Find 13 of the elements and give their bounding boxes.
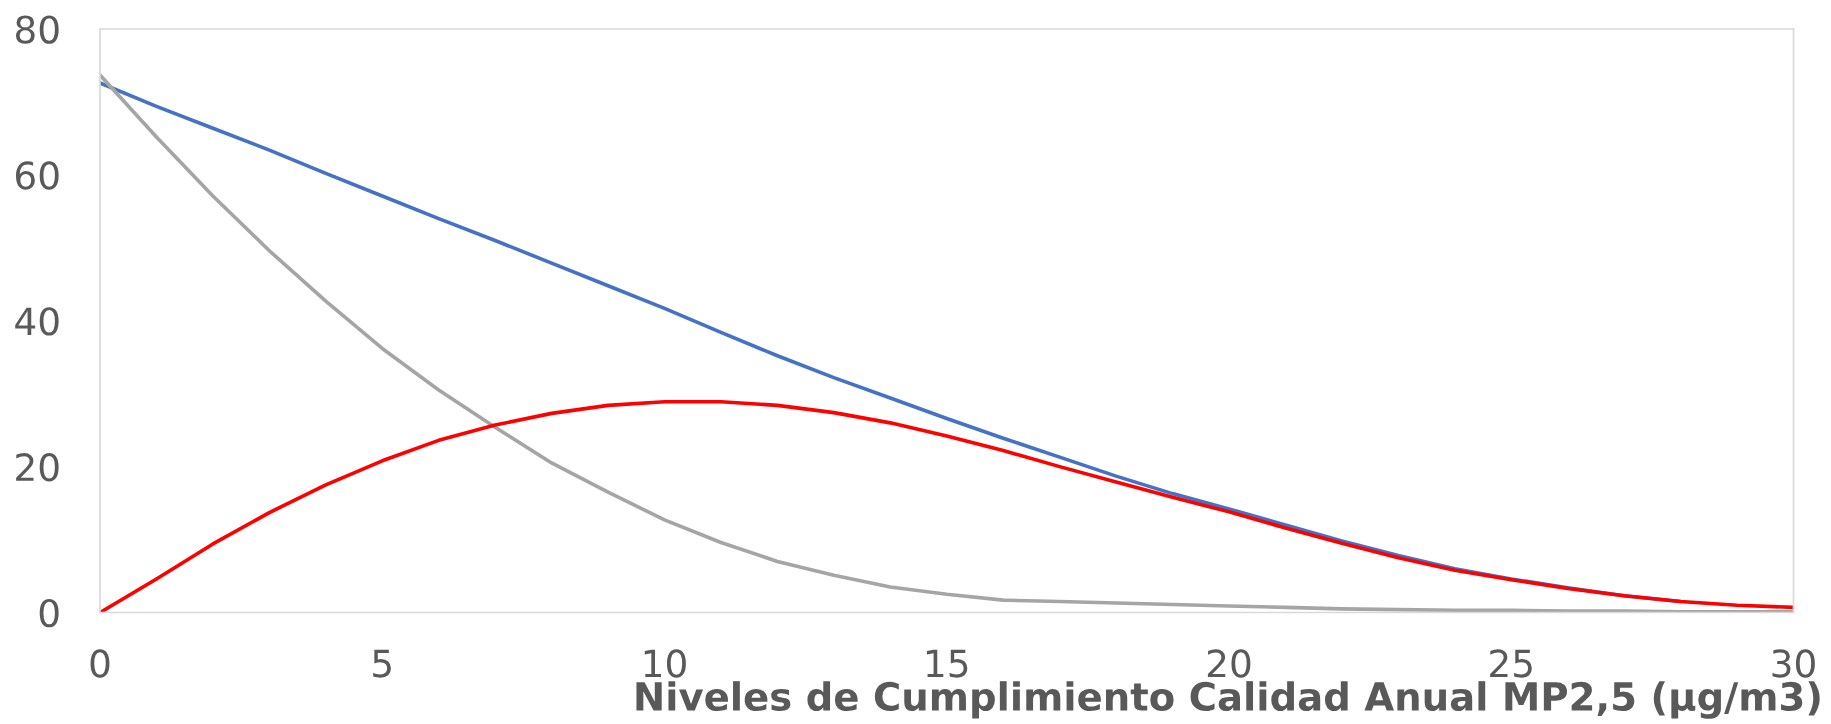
x-tick-label: 0: [90, 649, 110, 678]
y-tick-label: 80: [15, 15, 59, 44]
x-tick-label: 25: [1490, 649, 1532, 678]
x-tick-label: 10: [644, 649, 686, 678]
x-tick-label: 20: [1207, 649, 1251, 678]
x-tick-label: 15: [927, 649, 968, 678]
x-tick-label: 30: [1772, 649, 1815, 678]
y-tick-label: 60: [16, 161, 59, 190]
y-tick-label: 40: [15, 307, 59, 336]
x-tick-label: 5: [373, 649, 391, 678]
x-axis-title: Niveles de Cumplimiento Calidad Anual MP2,5 (μg/m3): [636, 681, 1820, 719]
y-tick-label: 0: [39, 598, 59, 628]
y-tick-label: 20: [16, 453, 59, 482]
